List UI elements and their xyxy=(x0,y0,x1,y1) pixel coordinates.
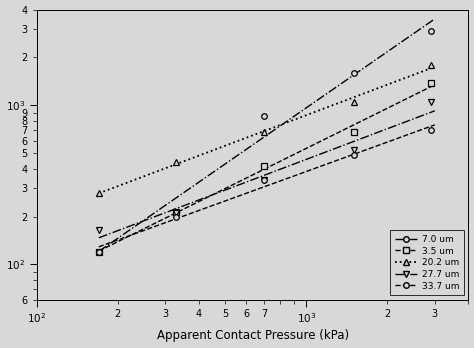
Legend: 7.0 um, 3.5 um, 20.2 um, 27.7 um, 33.7 um: 7.0 um, 3.5 um, 20.2 um, 27.7 um, 33.7 u… xyxy=(390,230,464,295)
X-axis label: Apparent Contact Pressure (kPa): Apparent Contact Pressure (kPa) xyxy=(156,330,349,342)
